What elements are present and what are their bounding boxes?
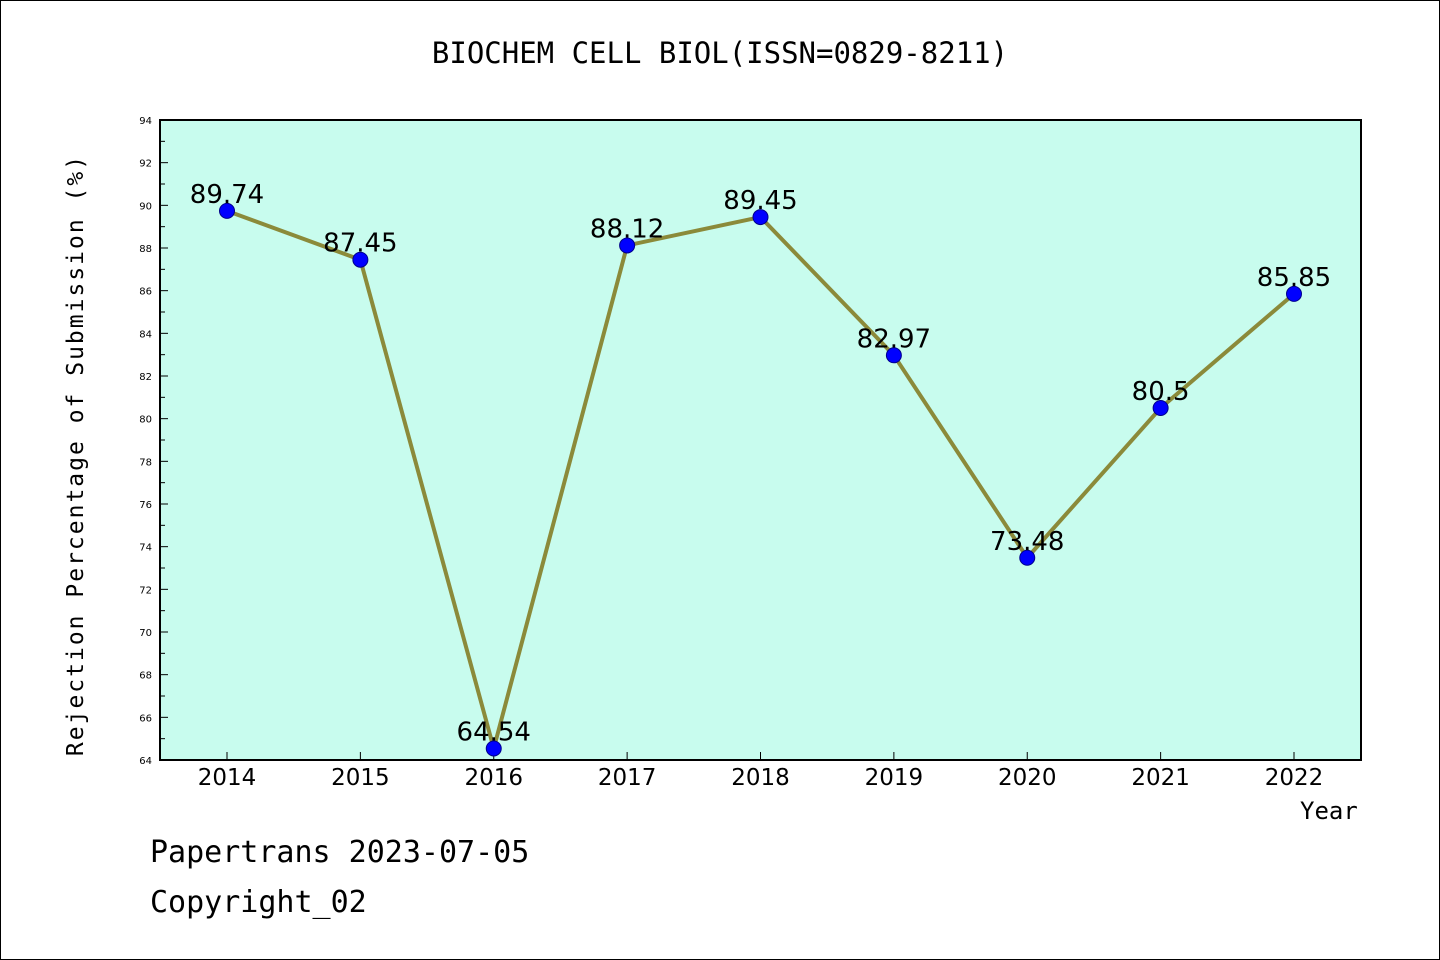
x-tick-label: 2017 bbox=[598, 765, 657, 791]
data-label: 89.45 bbox=[723, 186, 797, 216]
y-tick-label: 68 bbox=[139, 671, 152, 682]
data-label: 82.97 bbox=[857, 324, 931, 354]
y-tick-label: 70 bbox=[139, 628, 152, 639]
x-tick-label: 2021 bbox=[1131, 765, 1190, 791]
y-tick-label: 66 bbox=[139, 713, 152, 724]
x-tick-label: 2014 bbox=[198, 765, 257, 791]
data-label: 80.5 bbox=[1132, 377, 1190, 407]
data-markers bbox=[219, 202, 1302, 757]
y-tick-label: 74 bbox=[139, 543, 152, 554]
data-point bbox=[485, 740, 502, 757]
x-tick-label: 2022 bbox=[1265, 765, 1324, 791]
data-label: 88.12 bbox=[590, 214, 664, 244]
data-point bbox=[1286, 285, 1302, 302]
y-tick-label: 84 bbox=[139, 329, 152, 340]
y-tick-label: 92 bbox=[139, 159, 152, 170]
x-tick-label: 2016 bbox=[464, 765, 523, 791]
y-axis-ticks: 64 66 68 70 72 74 76 78 80 82 84 86 88 90 92 94 bbox=[139, 116, 168, 767]
footer-copyright: Copyright_02 bbox=[150, 885, 367, 920]
data-point bbox=[1152, 400, 1169, 416]
y-tick-label: 88 bbox=[139, 244, 152, 255]
y-tick-label: 76 bbox=[139, 500, 152, 511]
x-tick-label: 2018 bbox=[731, 765, 790, 791]
data-label: 89.74 bbox=[190, 180, 264, 210]
data-labels: 89.74 87.45 64.54 88.12 89.45 82.97 73.48 80.5 8… bbox=[190, 180, 1331, 748]
x-tick-label: 2020 bbox=[998, 765, 1057, 791]
y-tick-label: 72 bbox=[139, 585, 152, 596]
y-tick-label: 82 bbox=[139, 372, 152, 383]
data-label: 64.54 bbox=[457, 717, 531, 747]
y-tick-label: 86 bbox=[139, 287, 152, 298]
data-point bbox=[885, 347, 902, 364]
data-point bbox=[352, 251, 369, 268]
chart-title: BIOCHEM CELL BIOL(ISSN=0829-8211) bbox=[431, 36, 1009, 70]
y-tick-label: 94 bbox=[139, 116, 152, 127]
data-label: 85.85 bbox=[1257, 263, 1331, 293]
x-axis-ticks: 2014 2015 2016 2017 2018 2019 2020 2021 2022 bbox=[198, 752, 1324, 791]
y-tick-label: 78 bbox=[139, 457, 152, 468]
y-tick-label: 64 bbox=[139, 756, 152, 767]
data-point bbox=[752, 209, 769, 226]
y-tick-label: 80 bbox=[139, 415, 152, 426]
x-tick-label: 2019 bbox=[865, 765, 924, 791]
x-tick-label: 2015 bbox=[331, 765, 390, 791]
data-label: 73.48 bbox=[990, 527, 1064, 557]
data-label: 87.45 bbox=[323, 229, 397, 259]
data-point bbox=[1019, 549, 1036, 566]
footer-source: Papertrans 2023-07-05 bbox=[150, 835, 530, 870]
data-point bbox=[219, 202, 235, 219]
y-tick-label: 90 bbox=[139, 201, 152, 212]
x-axis-label: Year bbox=[1300, 797, 1358, 825]
plot-area bbox=[159, 119, 1362, 761]
data-point bbox=[619, 237, 636, 254]
